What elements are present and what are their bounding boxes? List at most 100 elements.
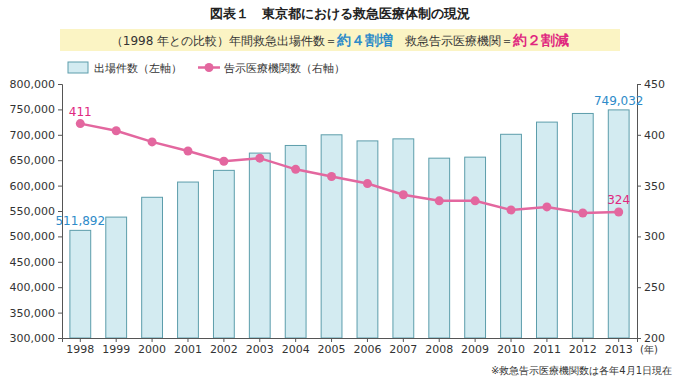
- marker: [542, 202, 551, 211]
- legend-label: 告示医療機関数（右軸）: [224, 62, 345, 75]
- legend-item: 出場件数（左軸）: [68, 62, 182, 75]
- x-tick: 2003: [246, 338, 274, 356]
- x-tick-label: 1998: [66, 343, 94, 356]
- y-tick-mark: [58, 84, 62, 85]
- y2-tick-mark: [637, 287, 641, 288]
- marker: [614, 208, 623, 217]
- x-tick-label: 2003: [246, 343, 274, 356]
- y-tick-label: 650,000: [10, 154, 56, 167]
- x-tick: 2009: [461, 338, 489, 356]
- bar: [501, 134, 522, 338]
- y-tick: 800,000: [10, 78, 63, 91]
- data-label: 411: [69, 105, 92, 119]
- x-tick-label: 1999: [102, 343, 130, 356]
- x-tick-label: 2007: [389, 343, 417, 356]
- y-tick-label: 500,000: [10, 230, 56, 243]
- bar: [429, 158, 450, 338]
- y-tick-mark: [58, 211, 62, 212]
- line: [80, 124, 618, 213]
- y-tick-label: 550,000: [10, 205, 56, 218]
- y-tick-mark: [58, 109, 62, 110]
- legend-swatch: [68, 62, 88, 73]
- caption: ※救急告示医療機関数は各年4月1日現在: [491, 365, 672, 376]
- x-tick: 2012: [569, 338, 597, 356]
- data-label: 749,032: [594, 94, 644, 108]
- bar: [393, 139, 414, 338]
- legend-item: 告示医療機関数（右軸）: [198, 62, 345, 75]
- y-tick-label: 800,000: [10, 78, 56, 91]
- bar: [142, 197, 163, 338]
- y2-tick-mark: [637, 186, 641, 187]
- x-tick-label: 2005: [318, 343, 346, 356]
- bar: [213, 170, 234, 338]
- y-tick: 750,000: [10, 103, 63, 116]
- x-tick: 2001: [174, 338, 202, 356]
- y-tick-mark: [58, 262, 62, 263]
- x-tick-label: 2012: [569, 343, 597, 356]
- bar: [285, 145, 306, 338]
- y2-tick-label: 400: [644, 129, 665, 142]
- legend-label: 出場件数（左軸）: [94, 62, 182, 75]
- marker: [112, 126, 121, 135]
- x-tick-mark: [331, 338, 332, 342]
- marker: [578, 209, 587, 218]
- y-tick: 350,000: [10, 307, 63, 320]
- bar: [321, 135, 342, 338]
- x-tick-mark: [152, 338, 153, 342]
- x-tick-mark: [582, 338, 583, 342]
- y2-axis: 200250300350400450: [637, 78, 665, 345]
- x-tick-mark: [475, 338, 476, 342]
- x-tick-mark: [618, 338, 619, 342]
- subtitle: （1998 年との比較）年間救急出場件数＝約４割増 救急告示医療機関＝約２割減: [111, 32, 569, 48]
- title: 図表１ 東京都における救急医療体制の現況: [210, 6, 470, 21]
- x-tick-mark: [367, 338, 368, 342]
- y2-tick-label: 450: [644, 78, 665, 91]
- annotation: 年間救急出場件数＝: [229, 34, 337, 48]
- x-tick-mark: [80, 338, 81, 342]
- y-tick: 700,000: [10, 129, 63, 142]
- y2-tick-label: 300: [644, 230, 665, 243]
- chart: 図表１ 東京都における救急医療体制の現況 （1998 年との比較）年間救急出場件数…: [0, 0, 680, 380]
- y-tick-mark: [58, 135, 62, 136]
- y2-axis-line: [638, 85, 642, 339]
- y-tick: 500,000: [10, 230, 63, 243]
- annotation: 約２割減: [512, 32, 569, 48]
- data-label: 324: [607, 193, 630, 207]
- legend-marker: [205, 63, 214, 72]
- x-tick-mark: [116, 338, 117, 342]
- x-tick-label: 2001: [174, 343, 202, 356]
- marker: [219, 157, 228, 166]
- x-tick: 2010: [497, 338, 525, 356]
- x-tick: 1998: [66, 338, 94, 356]
- subtitle-band: [60, 29, 620, 51]
- bar: [465, 157, 486, 338]
- bar: [572, 113, 593, 338]
- x-tick-label: 2010: [497, 343, 525, 356]
- marker: [435, 196, 444, 205]
- marker: [148, 137, 157, 146]
- x-axis: 1998199920002001200220032004200520062007…: [63, 338, 638, 356]
- y-tick-label: 450,000: [10, 256, 56, 269]
- x-tick-mark: [187, 338, 188, 342]
- annotation: 救急告示医療機関＝: [393, 34, 513, 48]
- x-tick: 2005: [318, 338, 346, 356]
- subtitle-text: （1998 年との比較）: [111, 34, 229, 48]
- y2-tick: 450: [637, 78, 665, 91]
- y-tick: 550,000: [10, 205, 63, 218]
- y-tick-mark: [58, 186, 62, 187]
- x-tick: 2002: [210, 338, 238, 356]
- marker: [399, 190, 408, 199]
- bar: [249, 153, 270, 338]
- y-axis-line: [58, 85, 63, 339]
- legend: 出場件数（左軸） 告示医療機関数（右軸）: [68, 62, 345, 75]
- y2-tick-mark: [637, 135, 641, 136]
- x-tick-mark: [439, 338, 440, 342]
- y-tick-mark: [58, 287, 62, 288]
- y-tick-label: 350,000: [10, 307, 56, 320]
- y-tick-label: 600,000: [10, 180, 56, 193]
- y-tick: 400,000: [10, 281, 63, 294]
- bar: [178, 182, 199, 338]
- marker: [291, 165, 300, 174]
- y-tick-mark: [58, 160, 62, 161]
- data-label: 511,892: [55, 214, 105, 228]
